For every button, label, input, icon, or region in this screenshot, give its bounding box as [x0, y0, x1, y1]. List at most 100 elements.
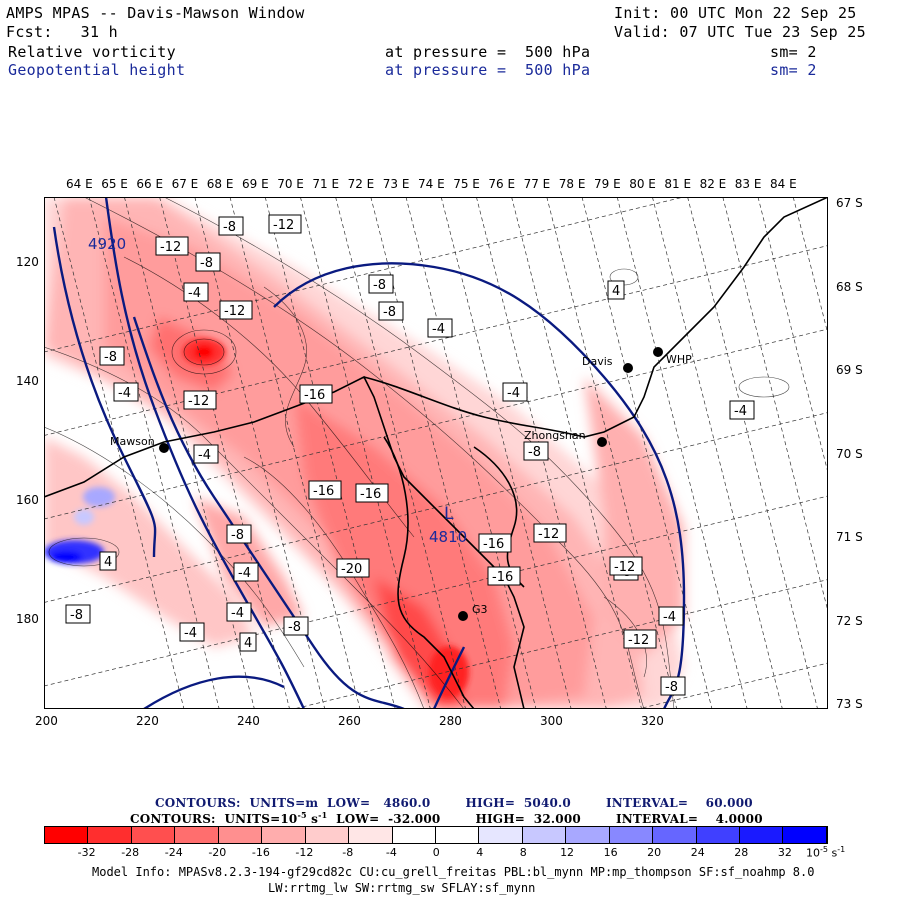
latitude-label: 69 S	[836, 363, 863, 377]
svg-text:4: 4	[104, 555, 112, 570]
svg-text:-16: -16	[483, 537, 504, 552]
colorbar-swatch	[131, 827, 176, 843]
vorticity-label: -8	[218, 216, 244, 236]
svg-text:G3: G3	[472, 603, 488, 616]
station-zhongshan: Zhongshan	[524, 429, 607, 447]
svg-text:Davis: Davis	[582, 355, 613, 368]
vorticity-label: -4	[233, 562, 259, 582]
station-mawson: Mawson	[110, 435, 169, 453]
longitude-label: 82 E	[699, 177, 727, 191]
colorbar-tick-label: 16	[603, 846, 618, 859]
x-tick-label: 280	[439, 714, 462, 728]
vorticity-label: -16	[478, 533, 512, 553]
parallel-line	[636, 662, 828, 709]
longitude-label: 71 E	[312, 177, 340, 191]
field1-level: at pressure = 500 hPa	[385, 43, 591, 61]
colorbar-swatch	[349, 827, 393, 843]
svg-text:-8: -8	[70, 608, 83, 623]
longitude-label: 83 E	[734, 177, 762, 191]
svg-text:-4: -4	[238, 566, 251, 581]
vorticity-label: -12	[155, 236, 189, 256]
parallel-line	[44, 245, 828, 436]
longitude-label: 66 E	[136, 177, 164, 191]
height-contour-info: CONTOURS: UNITS=m LOW= 4860.0 HIGH= 5040…	[155, 796, 753, 810]
longitude-label: 73 E	[382, 177, 410, 191]
vorticity-label: -12	[609, 556, 643, 576]
height-label-4810: 4810	[429, 528, 467, 546]
vorticity-label: -4	[226, 602, 252, 622]
colorbar-swatch	[305, 827, 350, 843]
colorbar-tick-label: 32	[777, 846, 792, 859]
y-tick-label: 120	[16, 255, 39, 269]
svg-text:-8: -8	[383, 305, 396, 320]
colorbar-tick-label: -4	[385, 846, 397, 859]
vorticity-label: -8	[368, 274, 394, 294]
svg-text:-4: -4	[231, 606, 244, 621]
vorticity-label: -8	[99, 346, 125, 366]
longitude-label: 79 E	[594, 177, 621, 191]
svg-text:Zhongshan: Zhongshan	[524, 429, 586, 442]
forecast-hour: Fcst: 31 h	[6, 23, 118, 41]
x-tick-label: 300	[540, 714, 563, 728]
vorticity-label: -4	[193, 444, 219, 464]
longitude-label: 76 E	[488, 177, 516, 191]
svg-text:-4: -4	[188, 286, 201, 301]
colorbar-swatch	[175, 827, 219, 843]
x-tick-label: 200	[35, 714, 58, 728]
longitude-label: 68 E	[206, 177, 234, 191]
colorbar-swatch	[653, 827, 697, 843]
svg-text:-20: -20	[341, 562, 362, 577]
longitude-label: 72 E	[347, 177, 375, 191]
colorbar-swatch	[522, 827, 567, 843]
vorticity-label: -8	[283, 616, 309, 636]
colorbar	[44, 826, 828, 844]
colorbar-swatch	[609, 827, 654, 843]
parallel-line	[44, 495, 828, 687]
vorticity-label: -4	[427, 318, 453, 338]
colorbar-swatch	[696, 827, 740, 843]
colorbar-tick-label: -8	[342, 846, 354, 859]
parallel-line	[44, 412, 828, 603]
colorbar-swatch	[783, 827, 827, 843]
vorticity-label: 4	[99, 551, 117, 571]
longitude-label: 75 E	[453, 177, 480, 191]
latitude-label: 73 S	[836, 697, 863, 711]
colorbar-swatch	[740, 827, 784, 843]
colorbar-swatch	[218, 827, 263, 843]
latitude-label: 68 S	[836, 279, 863, 294]
vorticity-map: L 4920 4810 -8 -12 -12 -8 -4 -12 -8 -8 -4 -8 -4 -12…	[44, 197, 828, 709]
vorticity-label: -8	[195, 252, 221, 272]
svg-text:-4: -4	[432, 322, 445, 337]
longitude-label: 65 E	[101, 177, 128, 191]
model-info-line2: LW:rrtmg_lw SW:rrtmg_sw SFLAY:sf_mynn	[268, 881, 536, 895]
vorticity-label: -8	[65, 604, 91, 624]
vorticity-label: -4	[179, 622, 205, 642]
svg-text:-12: -12	[614, 560, 635, 575]
low-center-marker: L	[444, 504, 454, 524]
svg-text:4: 4	[612, 284, 620, 299]
latitude-label: 67 S	[836, 196, 863, 210]
field1-smoothing: sm= 2	[770, 43, 817, 61]
svg-text:4: 4	[244, 636, 252, 651]
colorbar-tick-label: -16	[251, 846, 270, 859]
vorticity-label: -4	[502, 382, 528, 402]
svg-text:-4: -4	[734, 404, 747, 419]
valid-time: Valid: 07 UTC Tue 23 Sep 25	[614, 23, 866, 41]
svg-text:-8: -8	[231, 528, 244, 543]
field1-name: Relative vorticity	[8, 43, 176, 61]
longitude-label: 78 E	[558, 177, 586, 191]
colorbar-tick-label: 12	[560, 846, 575, 859]
vorticity-label: -20	[336, 558, 370, 578]
model-info-line1: Model Info: MPASv8.2.3-194-gf29cd82c CU:…	[92, 865, 815, 879]
x-tick-label: 320	[641, 714, 664, 728]
longitude-label: 69 E	[242, 177, 269, 191]
svg-text:-4: -4	[198, 448, 211, 463]
svg-text:-12: -12	[628, 633, 649, 648]
svg-text:WHP: WHP	[666, 353, 692, 366]
vorticity-label: -8	[523, 441, 549, 461]
longitude-label: 81 E	[664, 177, 692, 191]
y-tick-label: 180	[16, 612, 39, 626]
parallel-line	[44, 197, 686, 353]
svg-text:-12: -12	[160, 240, 181, 255]
colorbar-swatch	[566, 827, 610, 843]
